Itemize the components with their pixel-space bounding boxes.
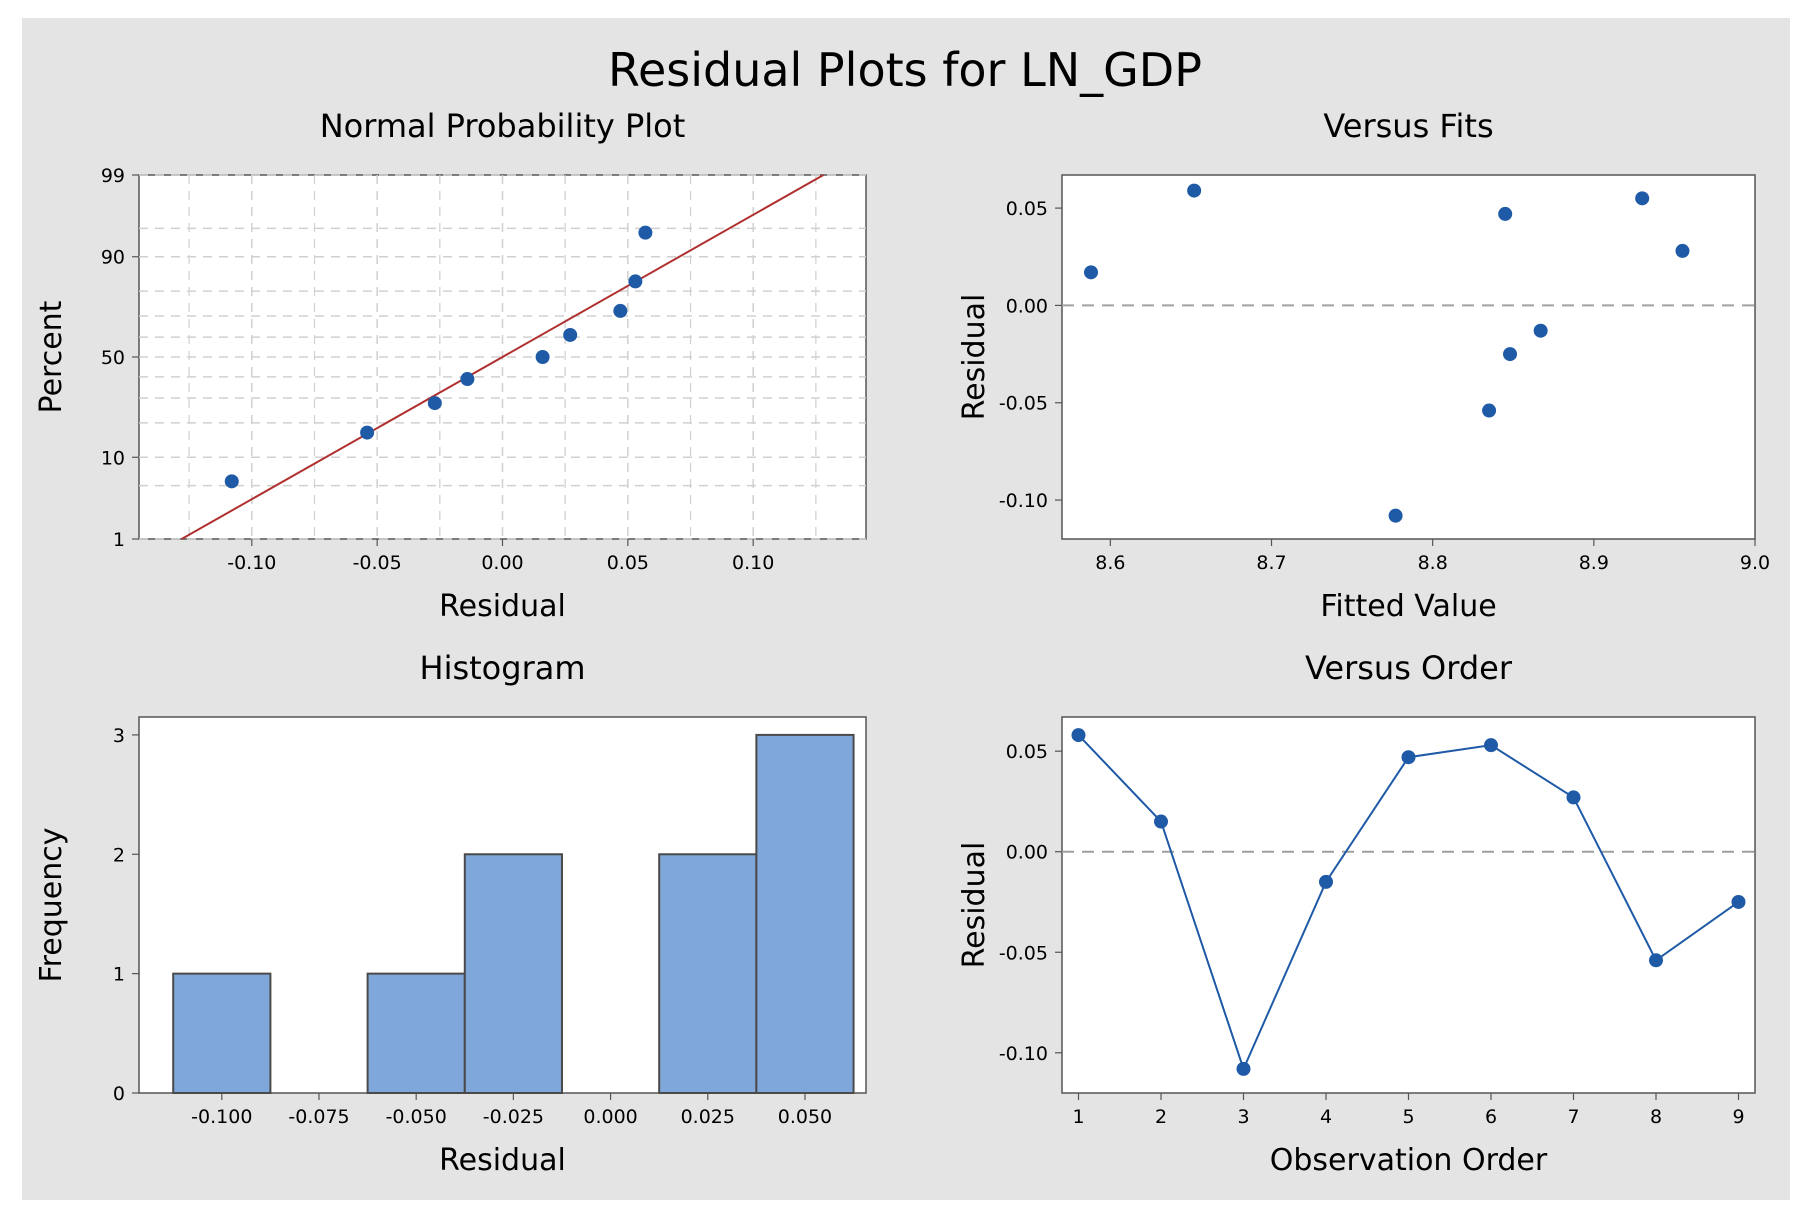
order-plot-area: [1061, 716, 1756, 1094]
fits-point: [1388, 508, 1403, 523]
normal-point: [563, 327, 578, 342]
order-point: [1566, 790, 1581, 805]
hist-xtick-label: -0.075: [288, 1106, 349, 1128]
order-point: [1649, 953, 1663, 968]
normal-xtick-label: -0.05: [353, 552, 402, 574]
fits-point: [1084, 265, 1099, 280]
hist-ylabel: Frequency: [34, 828, 69, 983]
fits-ytick-label: 0.00: [1006, 295, 1048, 317]
fits-plot-area: [1061, 174, 1756, 540]
hist-xtick-label: -0.025: [483, 1106, 544, 1128]
fits-ytick-label: -0.10: [999, 490, 1048, 512]
order-ytick-label: 0.00: [1006, 842, 1048, 864]
fits-panel: Versus Fits Fitted Value Residual 8.6 8.7 8.8…: [957, 107, 1770, 624]
normal-point: [638, 225, 653, 240]
order-xtick-label: 9: [1732, 1106, 1744, 1128]
hist-ytick-label: 3: [113, 725, 125, 747]
fits-ylabel: Residual: [957, 294, 992, 421]
order-point: [1401, 750, 1416, 765]
order-point: [1731, 894, 1746, 909]
fits-xtick-label: 8.8: [1418, 552, 1448, 574]
hist-ytick-label: 0: [113, 1083, 125, 1105]
hist-bar: [366, 972, 466, 1095]
order-xtick-label: 4: [1320, 1106, 1332, 1128]
hist-xlabel: Residual: [439, 1143, 566, 1178]
hist-xtick-label: 0.000: [583, 1106, 637, 1128]
hist-panel: Histogram Residual Frequency -0.100 -0.075 -0…: [34, 649, 867, 1178]
hist-xtick-label: -0.050: [386, 1106, 447, 1128]
hist-bar: [172, 972, 272, 1095]
normal-title: Normal Probability Plot: [320, 107, 686, 145]
normal-point: [613, 303, 628, 318]
hist-xtick-label: -0.100: [191, 1106, 252, 1128]
hist-title: Histogram: [420, 649, 586, 687]
order-point: [1484, 738, 1498, 753]
order-xtick-label: 3: [1237, 1106, 1249, 1128]
normal-point: [360, 425, 375, 440]
fits-point: [1533, 323, 1548, 338]
normal-ytick-label: 10: [101, 447, 125, 469]
normal-xtick-label: -0.10: [227, 552, 276, 574]
order-point: [1236, 1061, 1251, 1076]
order-xtick-label: 1: [1072, 1106, 1084, 1128]
order-ytick-label: -0.10: [999, 1043, 1048, 1065]
normal-fit-line: [181, 174, 824, 540]
normal-ylabel: Percent: [34, 300, 69, 413]
normal-point: [224, 474, 239, 489]
normal-point: [460, 372, 475, 387]
hist-ytick-label: 1: [113, 964, 125, 986]
hist-bar: [658, 853, 758, 1094]
normal-xlabel: Residual: [439, 589, 566, 624]
normal-ytick-label: 99: [101, 165, 125, 187]
fits-ytick-label: -0.05: [999, 393, 1048, 415]
order-xlabel: Observation Order: [1270, 1143, 1548, 1178]
order-ytick-label: -0.05: [999, 942, 1048, 964]
normal-point: [535, 350, 550, 364]
fits-xlabel: Fitted Value: [1320, 589, 1496, 624]
fits-xtick-label: 8.7: [1256, 552, 1286, 574]
normal-ytick-label: 1: [113, 529, 125, 551]
order-xtick-label: 8: [1650, 1106, 1662, 1128]
fits-xtick-label: 8.9: [1579, 552, 1609, 574]
fits-ytick-label: 0.05: [1006, 198, 1048, 220]
normal-xtick-label: 0.05: [607, 552, 649, 574]
order-ylabel: Residual: [957, 842, 992, 969]
order-point: [1154, 814, 1168, 829]
normal-point: [427, 396, 442, 411]
fits-point: [1498, 206, 1513, 221]
fits-xtick-label: 9.0: [1740, 552, 1770, 574]
normal-ytick-label: 90: [101, 247, 125, 269]
order-panel: Versus Order Observation Order Residual 1 2 3…: [957, 649, 1756, 1178]
order-title: Versus Order: [1305, 649, 1513, 687]
hist-bar: [463, 853, 563, 1094]
hist-xtick-label: 0.050: [778, 1106, 832, 1128]
fits-title: Versus Fits: [1323, 107, 1493, 145]
fits-point: [1187, 183, 1202, 198]
order-xtick-label: 7: [1567, 1106, 1579, 1128]
order-point: [1071, 728, 1086, 743]
panels: Normal Probability Plot Residual Percent -0…: [34, 107, 1770, 1178]
fits-point: [1635, 191, 1650, 206]
hist-bar: [755, 733, 855, 1095]
normal-xtick-label: 0.10: [732, 552, 774, 574]
normal-panel: Normal Probability Plot Residual Percent -0…: [34, 107, 867, 624]
order-xtick-label: 2: [1155, 1106, 1167, 1128]
order-xtick-label: 6: [1485, 1106, 1497, 1128]
hist-xtick-label: 0.025: [681, 1106, 735, 1128]
fits-xtick-label: 8.6: [1095, 552, 1125, 574]
fits-point: [1482, 403, 1497, 418]
figure-title: Residual Plots for LN_GDP: [608, 43, 1202, 97]
normal-point: [628, 274, 643, 289]
normal-xtick-label: 0.00: [481, 552, 523, 574]
order-xtick-label: 5: [1402, 1106, 1414, 1128]
order-ytick-label: 0.05: [1006, 741, 1048, 763]
hist-ytick-label: 2: [113, 844, 125, 866]
order-point: [1319, 874, 1333, 889]
normal-ytick-label: 50: [101, 347, 125, 369]
fits-point: [1675, 243, 1690, 258]
fits-point: [1503, 347, 1518, 362]
